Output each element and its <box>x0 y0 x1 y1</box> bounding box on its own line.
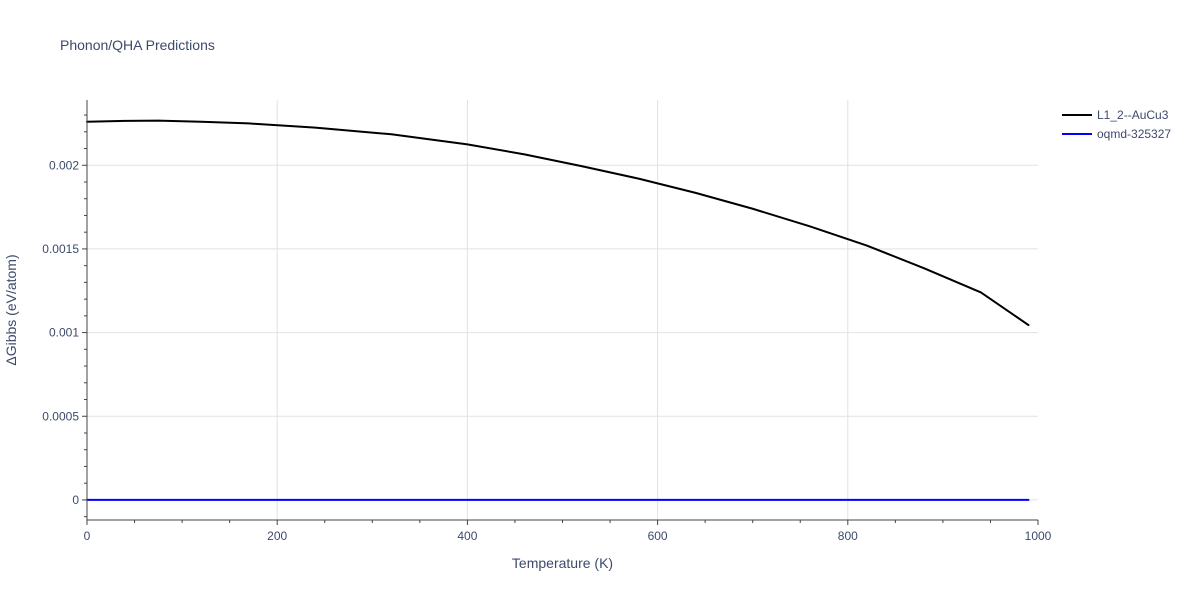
y-tick-label: 0.002 <box>49 158 79 172</box>
chart-title: Phonon/QHA Predictions <box>60 37 215 53</box>
axes <box>82 100 1039 525</box>
y-tick-label: 0.0015 <box>42 242 79 256</box>
x-tick-label: 200 <box>267 529 287 543</box>
legend-item[interactable]: oqmd-325327 <box>1062 127 1171 141</box>
x-axis-title: Temperature (K) <box>512 555 613 571</box>
x-tick-label: 0 <box>84 529 91 543</box>
legend[interactable]: L1_2--AuCu3 oqmd-325327 <box>1062 108 1171 141</box>
plot-area <box>86 119 1030 501</box>
x-tick-label: 600 <box>648 529 668 543</box>
series-line-1 <box>86 119 1030 327</box>
y-tick-label: 0 <box>72 493 79 507</box>
y-tick-label: 0.0005 <box>42 409 79 423</box>
x-tick-label: 1000 <box>1025 529 1052 543</box>
x-tick-label: 800 <box>838 529 858 543</box>
tick-labels: 0 200 400 600 800 1000 0 0.0005 0.001 0.0015 0.002 <box>42 158 1051 543</box>
legend-label: oqmd-325327 <box>1097 127 1171 141</box>
legend-label: L1_2--AuCu3 <box>1097 108 1169 122</box>
y-tick-label: 0.001 <box>49 326 79 340</box>
y-axis-title: ΔGibbs (eV/atom) <box>3 254 19 365</box>
legend-item[interactable]: L1_2--AuCu3 <box>1062 108 1169 122</box>
x-tick-label: 400 <box>457 529 477 543</box>
